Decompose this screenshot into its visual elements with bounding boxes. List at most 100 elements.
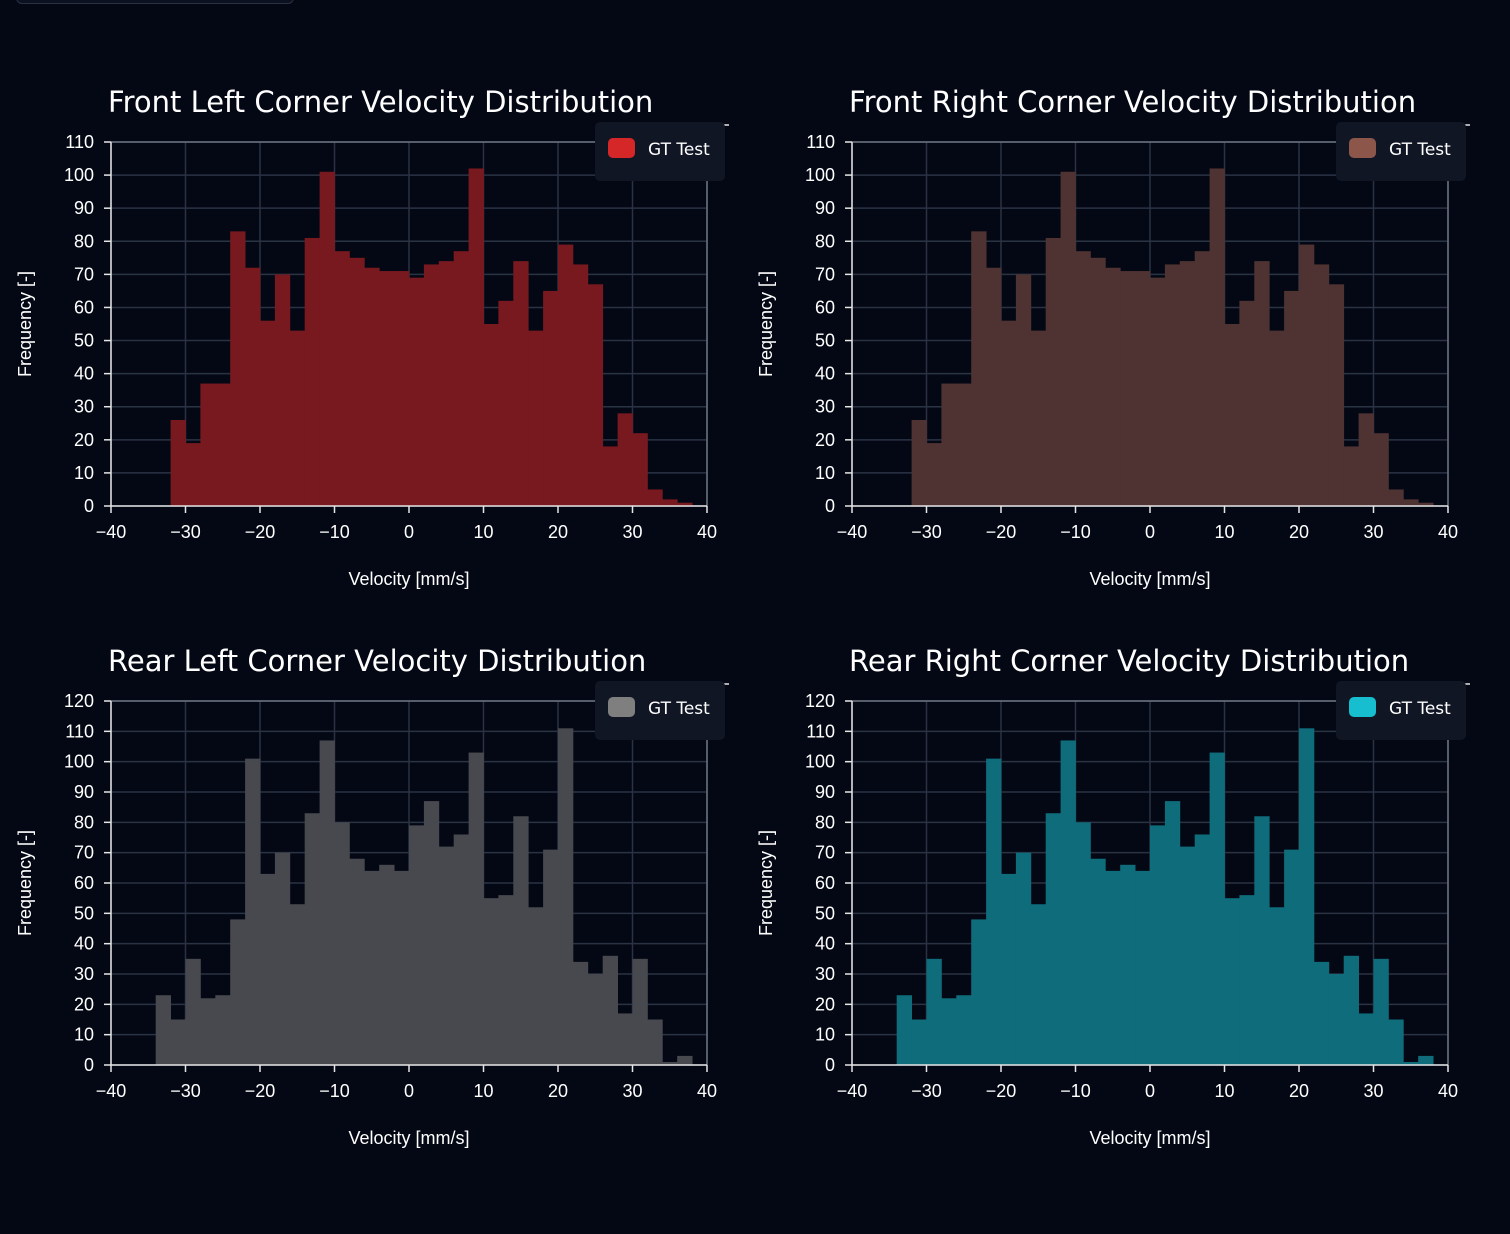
histogram-bar xyxy=(453,834,469,1065)
y-tick-label: 60 xyxy=(815,297,835,317)
histogram-bar xyxy=(1418,1055,1434,1065)
x-axis-label: Velocity [mm/s] xyxy=(1089,569,1210,589)
x-tick-label: 30 xyxy=(622,1081,642,1101)
histogram-bar xyxy=(1373,958,1389,1065)
y-tick-label: 90 xyxy=(815,198,835,218)
histogram-bar xyxy=(1015,274,1032,506)
histogram-bar xyxy=(1343,955,1359,1065)
y-tick-label: 70 xyxy=(74,264,94,284)
histogram-bar xyxy=(911,419,927,506)
histogram-bar xyxy=(349,858,365,1065)
histogram-bar xyxy=(170,419,186,506)
histogram-bar xyxy=(453,251,469,506)
y-tick-label: 90 xyxy=(815,782,835,802)
histogram-bar xyxy=(1090,257,1106,506)
y-tick-label: 40 xyxy=(74,364,94,384)
y-axis-label: Frequency [-] xyxy=(15,830,35,936)
histogram-bar xyxy=(394,870,410,1065)
histogram-bar xyxy=(483,324,499,506)
histogram-bar xyxy=(587,284,604,506)
x-tick-label: 30 xyxy=(622,522,642,542)
histogram-bar xyxy=(468,168,484,506)
rear-left-histogram: −40 −30 −20 −10 0 10 20 30 40 0 10 20 30 40 50 60 70 80 90… xyxy=(15,644,729,1148)
histogram-bar xyxy=(911,1019,927,1065)
histogram-bar xyxy=(1001,320,1017,506)
histogram-bar xyxy=(528,907,544,1065)
histogram-bar xyxy=(1060,171,1076,507)
x-tick-label: 10 xyxy=(1214,522,1234,542)
x-tick-label: 0 xyxy=(1145,1081,1155,1101)
histogram-bar xyxy=(1284,290,1300,506)
x-axis-label: Velocity [mm/s] xyxy=(348,1128,469,1148)
histogram-bar xyxy=(468,752,484,1065)
histogram-bar xyxy=(1284,849,1300,1065)
histogram-bar xyxy=(185,443,201,506)
histogram-bar xyxy=(438,846,455,1065)
histogram-bar xyxy=(1343,446,1359,506)
histogram-bar xyxy=(587,974,604,1065)
histogram-bar xyxy=(260,873,276,1065)
y-tick-label: 90 xyxy=(74,782,94,802)
histogram-bar xyxy=(662,1061,678,1065)
histogram-bar xyxy=(185,958,201,1065)
y-tick-label: 70 xyxy=(815,264,835,284)
histogram-bar xyxy=(1403,1061,1419,1065)
bars xyxy=(155,728,693,1065)
x-tick-label: −40 xyxy=(96,1081,127,1101)
histogram-bar xyxy=(245,267,261,506)
histogram-bar xyxy=(289,330,306,506)
histogram-bar xyxy=(1328,974,1345,1065)
histogram-bar xyxy=(1164,264,1181,506)
y-tick-label: 100 xyxy=(64,165,94,185)
histogram-bar xyxy=(423,264,440,506)
bars xyxy=(911,168,1434,507)
legend-label: GT Test xyxy=(1389,140,1451,160)
histogram-bar xyxy=(1164,801,1181,1065)
y-tick-label: 40 xyxy=(74,934,94,954)
y-tick-label: 80 xyxy=(815,812,835,832)
histogram-bar xyxy=(379,864,395,1065)
histogram-bar xyxy=(498,895,514,1065)
histogram-bar xyxy=(483,898,499,1065)
histogram-bar xyxy=(1105,870,1121,1065)
histogram-bar xyxy=(632,433,648,506)
y-tick-label: 10 xyxy=(74,463,94,483)
histogram-bar xyxy=(349,257,365,506)
histogram-bar xyxy=(647,489,663,506)
y-tick-label: 50 xyxy=(815,331,835,351)
front-right-histogram: −40 −30 −20 −10 0 10 20 30 40 0 10 20 30 40 50 60 70 80 90… xyxy=(756,85,1470,589)
histogram-bar xyxy=(617,1013,633,1065)
histogram-bar xyxy=(1388,489,1404,506)
histogram-bar xyxy=(1001,873,1017,1065)
histogram-bar xyxy=(1254,816,1270,1065)
histogram-bar xyxy=(543,849,559,1065)
histogram-bar xyxy=(1313,961,1330,1065)
y-tick-label: 30 xyxy=(74,397,94,417)
x-tick-label: −30 xyxy=(911,1081,942,1101)
histogram-bar xyxy=(986,267,1002,506)
histogram-bar xyxy=(245,758,261,1065)
histogram-bar xyxy=(423,801,440,1065)
y-tick-label: 0 xyxy=(825,496,835,516)
histogram-bar xyxy=(926,443,942,506)
front-left-histogram: −40 −30 −20 −10 0 10 20 30 40 0 10 20 30 40 50 60 70 80 90… xyxy=(15,85,729,589)
x-tick-label: −10 xyxy=(319,522,350,542)
chart-title: Front Left Corner Velocity Distribution xyxy=(108,85,653,119)
y-tick-label: 50 xyxy=(74,331,94,351)
legend-label: GT Test xyxy=(648,699,710,719)
histogram-bar xyxy=(1030,330,1047,506)
histogram-bar xyxy=(1209,168,1225,506)
x-tick-label: 40 xyxy=(697,522,717,542)
legend-label: GT Test xyxy=(1389,699,1451,719)
histogram-bar xyxy=(647,1019,663,1065)
histogram-bar xyxy=(1045,237,1061,507)
y-tick-label: 70 xyxy=(815,843,835,863)
histogram-bar xyxy=(896,995,912,1065)
y-tick-label: 110 xyxy=(806,721,835,741)
histogram-bar xyxy=(364,267,380,506)
histogram-bar xyxy=(334,822,350,1065)
top-control-stub xyxy=(16,0,294,4)
x-tick-label: −40 xyxy=(837,522,868,542)
legend: GT Test xyxy=(595,122,725,181)
histogram-bar xyxy=(513,261,529,506)
